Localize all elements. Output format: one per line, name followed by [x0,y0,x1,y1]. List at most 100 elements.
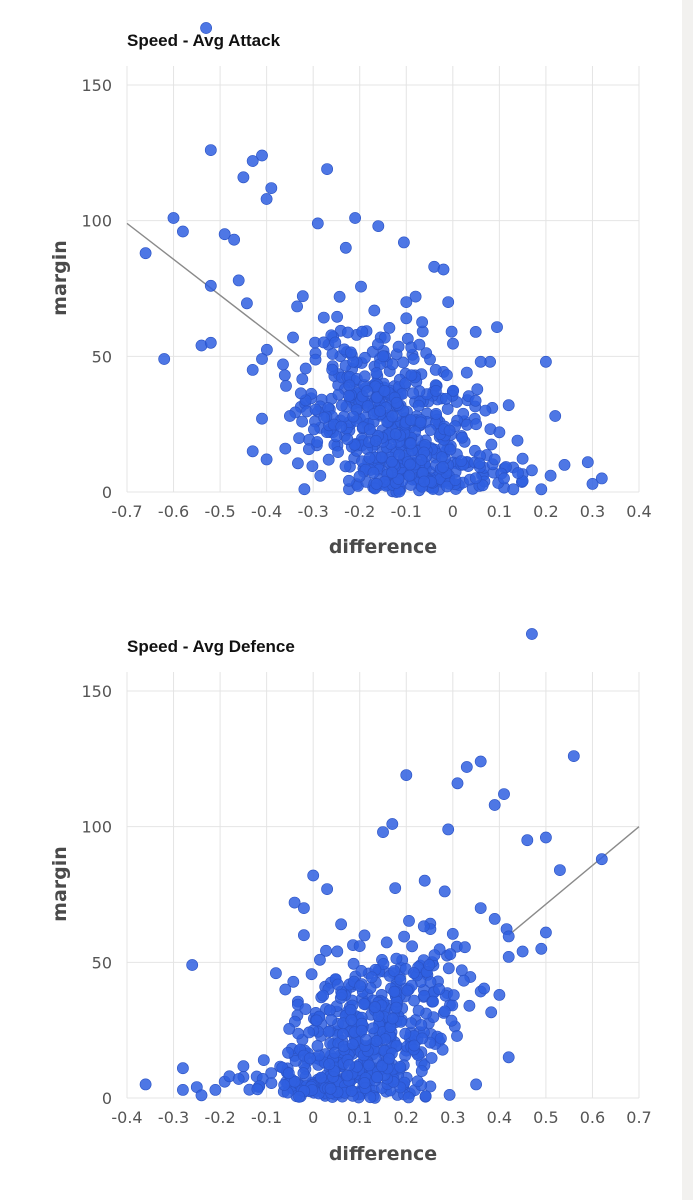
data-point [331,978,344,991]
data-point [363,452,376,464]
x-tick-label: 0.4 [487,1108,512,1127]
scroll-gutter [682,0,693,1200]
data-point [393,448,406,461]
data-point [260,343,273,356]
data-point [335,399,348,412]
data-point [488,453,501,466]
data-point [288,896,301,909]
data-point [341,1069,354,1082]
data-point [358,370,371,383]
data-point [388,965,401,977]
data-point [408,1039,421,1052]
data-point [322,453,335,466]
data-point [355,965,368,977]
trend-line [508,826,640,936]
data-point [200,22,212,34]
x-tick-label: 0.2 [533,502,558,521]
data-point [310,1014,323,1027]
y-tick-label: 100 [81,818,112,837]
data-point [581,456,594,469]
data-point [463,999,476,1012]
data-point [418,874,431,887]
data-point [516,452,529,465]
data-point [386,1012,399,1025]
data-point [377,958,390,970]
data-point [237,171,250,184]
data-point [460,366,473,379]
data-point [297,902,310,914]
data-point [595,853,608,866]
data-point [335,420,348,433]
x-tick-label: -0.6 [158,502,189,521]
data-point [349,212,361,224]
data-point [345,1085,358,1097]
y-tick-label: 50 [92,347,112,366]
data-point [440,369,453,382]
data-point [376,1060,388,1072]
data-point [287,975,300,988]
data-point [331,310,343,323]
data-point [526,628,538,640]
data-point [256,412,268,425]
data-point [380,936,393,949]
data-point [502,951,515,963]
data-point [332,388,345,401]
data-point [307,423,320,436]
data-point [386,410,399,423]
data-point [507,483,520,496]
data-point [305,968,318,981]
data-point [176,225,189,238]
data-point [356,325,369,338]
x-axis-label: difference [329,536,437,558]
x-tick-label: 0.1 [347,1108,372,1127]
data-point [228,233,240,246]
data-point [392,340,405,353]
data-point [204,144,217,156]
x-tick-label: 0.2 [394,1108,419,1127]
data-point [388,985,401,998]
points-attack [139,22,608,498]
data-point [358,929,371,942]
data-point [456,431,468,444]
data-point [567,750,580,762]
chart-attack: Speed - Avg Attack -0.7 -0.6 -0.5 -0.4 -0.3-… [49,22,652,558]
data-point [318,411,331,424]
data-point [535,483,548,496]
data-point [256,353,268,365]
data-point [423,959,436,971]
data-point [313,953,326,966]
data-point [204,336,217,349]
data-point [332,446,344,458]
data-point [447,337,459,350]
data-point [265,182,278,194]
data-point [457,974,470,987]
data-point [493,989,506,1001]
data-point [347,957,360,970]
data-point [291,457,304,470]
data-point [470,1078,482,1091]
data-point [394,973,407,986]
data-point [485,1006,498,1019]
data-point [408,994,420,1007]
data-point [278,1079,291,1091]
x-tick-label: -0.1 [391,502,422,521]
data-point [595,472,608,485]
data-point [473,457,486,470]
data-point [390,952,403,965]
data-point [358,998,370,1010]
data-point [455,455,468,467]
data-point [425,1052,438,1064]
data-point [445,325,458,338]
data-point [341,433,354,446]
data-point [535,942,548,955]
data-point [367,466,380,479]
data-point [474,755,487,768]
data-point [370,477,383,490]
data-point [416,1032,429,1045]
data-point [335,918,347,931]
data-point [554,864,566,876]
points-defence [139,628,608,1104]
data-point [403,915,415,927]
data-point [558,458,571,471]
data-point [282,1046,294,1059]
